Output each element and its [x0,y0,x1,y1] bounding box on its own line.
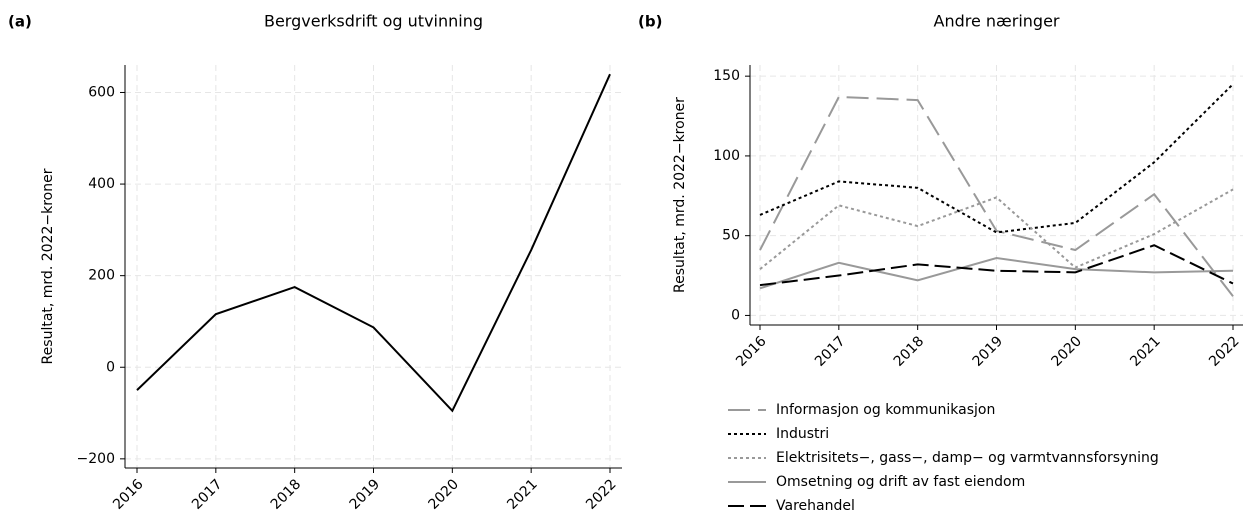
legend-label: Industri [776,426,829,442]
x-tick-label: 2018 [268,476,305,513]
x-tick-label: 2016 [733,333,770,370]
series-line [136,73,611,413]
y-tick-label: 200 [88,268,115,284]
x-tick-label: 2019 [970,333,1007,370]
series-line [759,244,1234,287]
y-tick-label: 100 [713,148,740,164]
legend-label: Omsetning og drift av fast eiendom [776,474,1025,490]
x-tick-label: 2020 [425,476,462,513]
series-line [759,95,1234,297]
x-tick-label: 2021 [1127,333,1164,370]
y-axis-label: Resultat, mrd. 2022−kroner [40,168,56,364]
chart-title: Bergverksdrift og utvinning [264,12,483,31]
y-tick-label: 50 [722,228,740,244]
x-tick-label: 2016 [110,476,147,513]
series-line [759,256,1234,290]
legend-label: Varehandel [776,498,855,513]
y-tick-label: −200 [77,451,115,467]
panel-label: (b) [638,13,662,31]
x-tick-label: 2018 [891,333,928,370]
x-tick-label: 2017 [812,333,849,370]
x-tick-label: 2021 [504,476,541,513]
chart-title: Andre næringer [934,12,1060,31]
y-tick-label: 150 [713,68,740,84]
legend-label: Informasjon og kommunikasjon [776,402,995,418]
series-line [759,188,1234,270]
y-tick-label: 0 [731,307,740,323]
panel-label: (a) [8,13,32,31]
x-tick-label: 2020 [1048,333,1085,370]
y-tick-label: 0 [106,359,115,375]
x-tick-label: 2019 [347,476,384,513]
x-tick-label: 2017 [189,476,226,513]
x-tick-label: 2022 [583,476,620,513]
x-tick-label: 2022 [1206,333,1243,370]
y-tick-label: 400 [88,176,115,192]
y-axis-label: Resultat, mrd. 2022−kroner [672,97,688,293]
legend-label: Elektrisitets−, gass−, damp− og varmtvan… [776,450,1159,466]
y-tick-label: 600 [88,84,115,100]
series-line [759,83,1234,234]
